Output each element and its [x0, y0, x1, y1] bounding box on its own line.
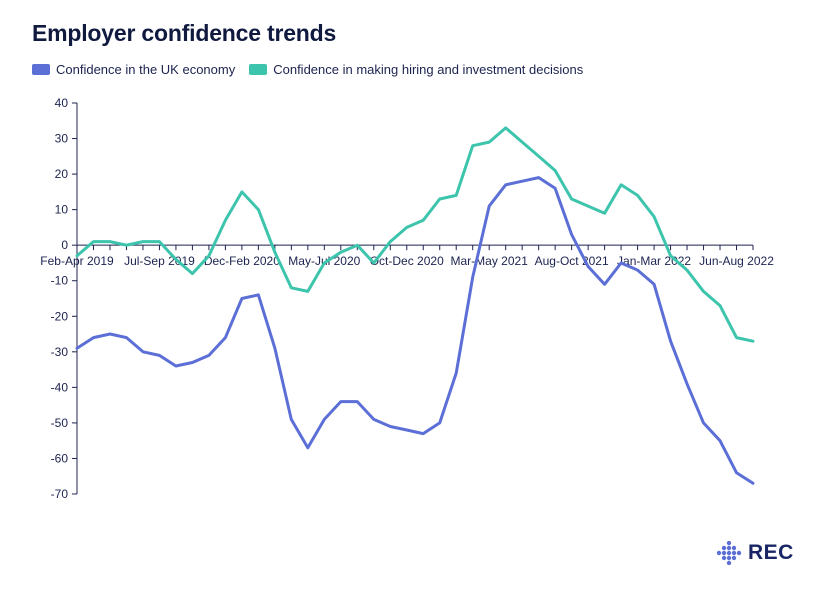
y-tick-label: -70 — [51, 487, 69, 501]
y-tick-label: 20 — [55, 167, 69, 181]
logo-dot — [736, 550, 742, 556]
series-line-hiring-investment — [75, 126, 755, 343]
legend-swatch-uk-economy — [32, 64, 50, 75]
y-tick-label: -60 — [51, 451, 69, 465]
logo-dot — [721, 545, 727, 551]
chart-title: Employer confidence trends — [32, 20, 337, 46]
logo-dot — [726, 545, 732, 551]
logo-dot — [731, 545, 737, 551]
logo-dot — [726, 560, 732, 565]
x-tick-label: Feb-Apr 2019 — [40, 254, 114, 268]
rec-logo-icon — [716, 541, 742, 565]
x-tick-label: Dec-Feb 2020 — [204, 254, 280, 268]
legend: Confidence in the UK economy Confidence … — [32, 62, 583, 77]
logo-dot — [731, 550, 737, 556]
legend-item-uk-economy: Confidence in the UK economy — [32, 62, 235, 77]
y-tick-label: -20 — [51, 309, 69, 323]
y-tick-label: -50 — [51, 416, 69, 430]
logo-dot — [726, 555, 732, 561]
logo-dot — [726, 550, 732, 556]
y-tick-label: 0 — [61, 238, 68, 252]
logo-dot — [726, 541, 732, 546]
x-tick-label: Mar-May 2021 — [451, 254, 529, 268]
legend-item-hiring-investment: Confidence in making hiring and investme… — [249, 62, 583, 77]
y-tick-label: 10 — [55, 203, 69, 217]
logo-dot — [721, 550, 727, 556]
y-tick-label: -30 — [51, 345, 69, 359]
y-tick-label: -10 — [51, 274, 69, 288]
x-tick-label: Jun-Aug 2022 — [699, 254, 774, 268]
rec-logo-text: REC — [748, 541, 794, 564]
x-tick-label: Aug-Oct 2021 — [535, 254, 609, 268]
y-tick-label: 40 — [55, 96, 69, 110]
x-tick-label: Oct-Dec 2020 — [370, 254, 444, 268]
legend-label-hiring-investment: Confidence in making hiring and investme… — [273, 62, 584, 77]
y-tick-label: 30 — [55, 132, 69, 146]
x-tick-label: Jul-Sep 2019 — [124, 254, 195, 268]
series-line-uk-economy — [75, 176, 755, 485]
logo-dot — [716, 550, 722, 556]
y-tick-label: -40 — [51, 380, 69, 394]
legend-swatch-hiring-investment — [249, 64, 268, 75]
rec-logo: REC — [716, 541, 794, 565]
logo-dot — [721, 555, 727, 561]
legend-label-uk-economy: Confidence in the UK economy — [56, 62, 236, 77]
logo-dot — [731, 555, 737, 561]
